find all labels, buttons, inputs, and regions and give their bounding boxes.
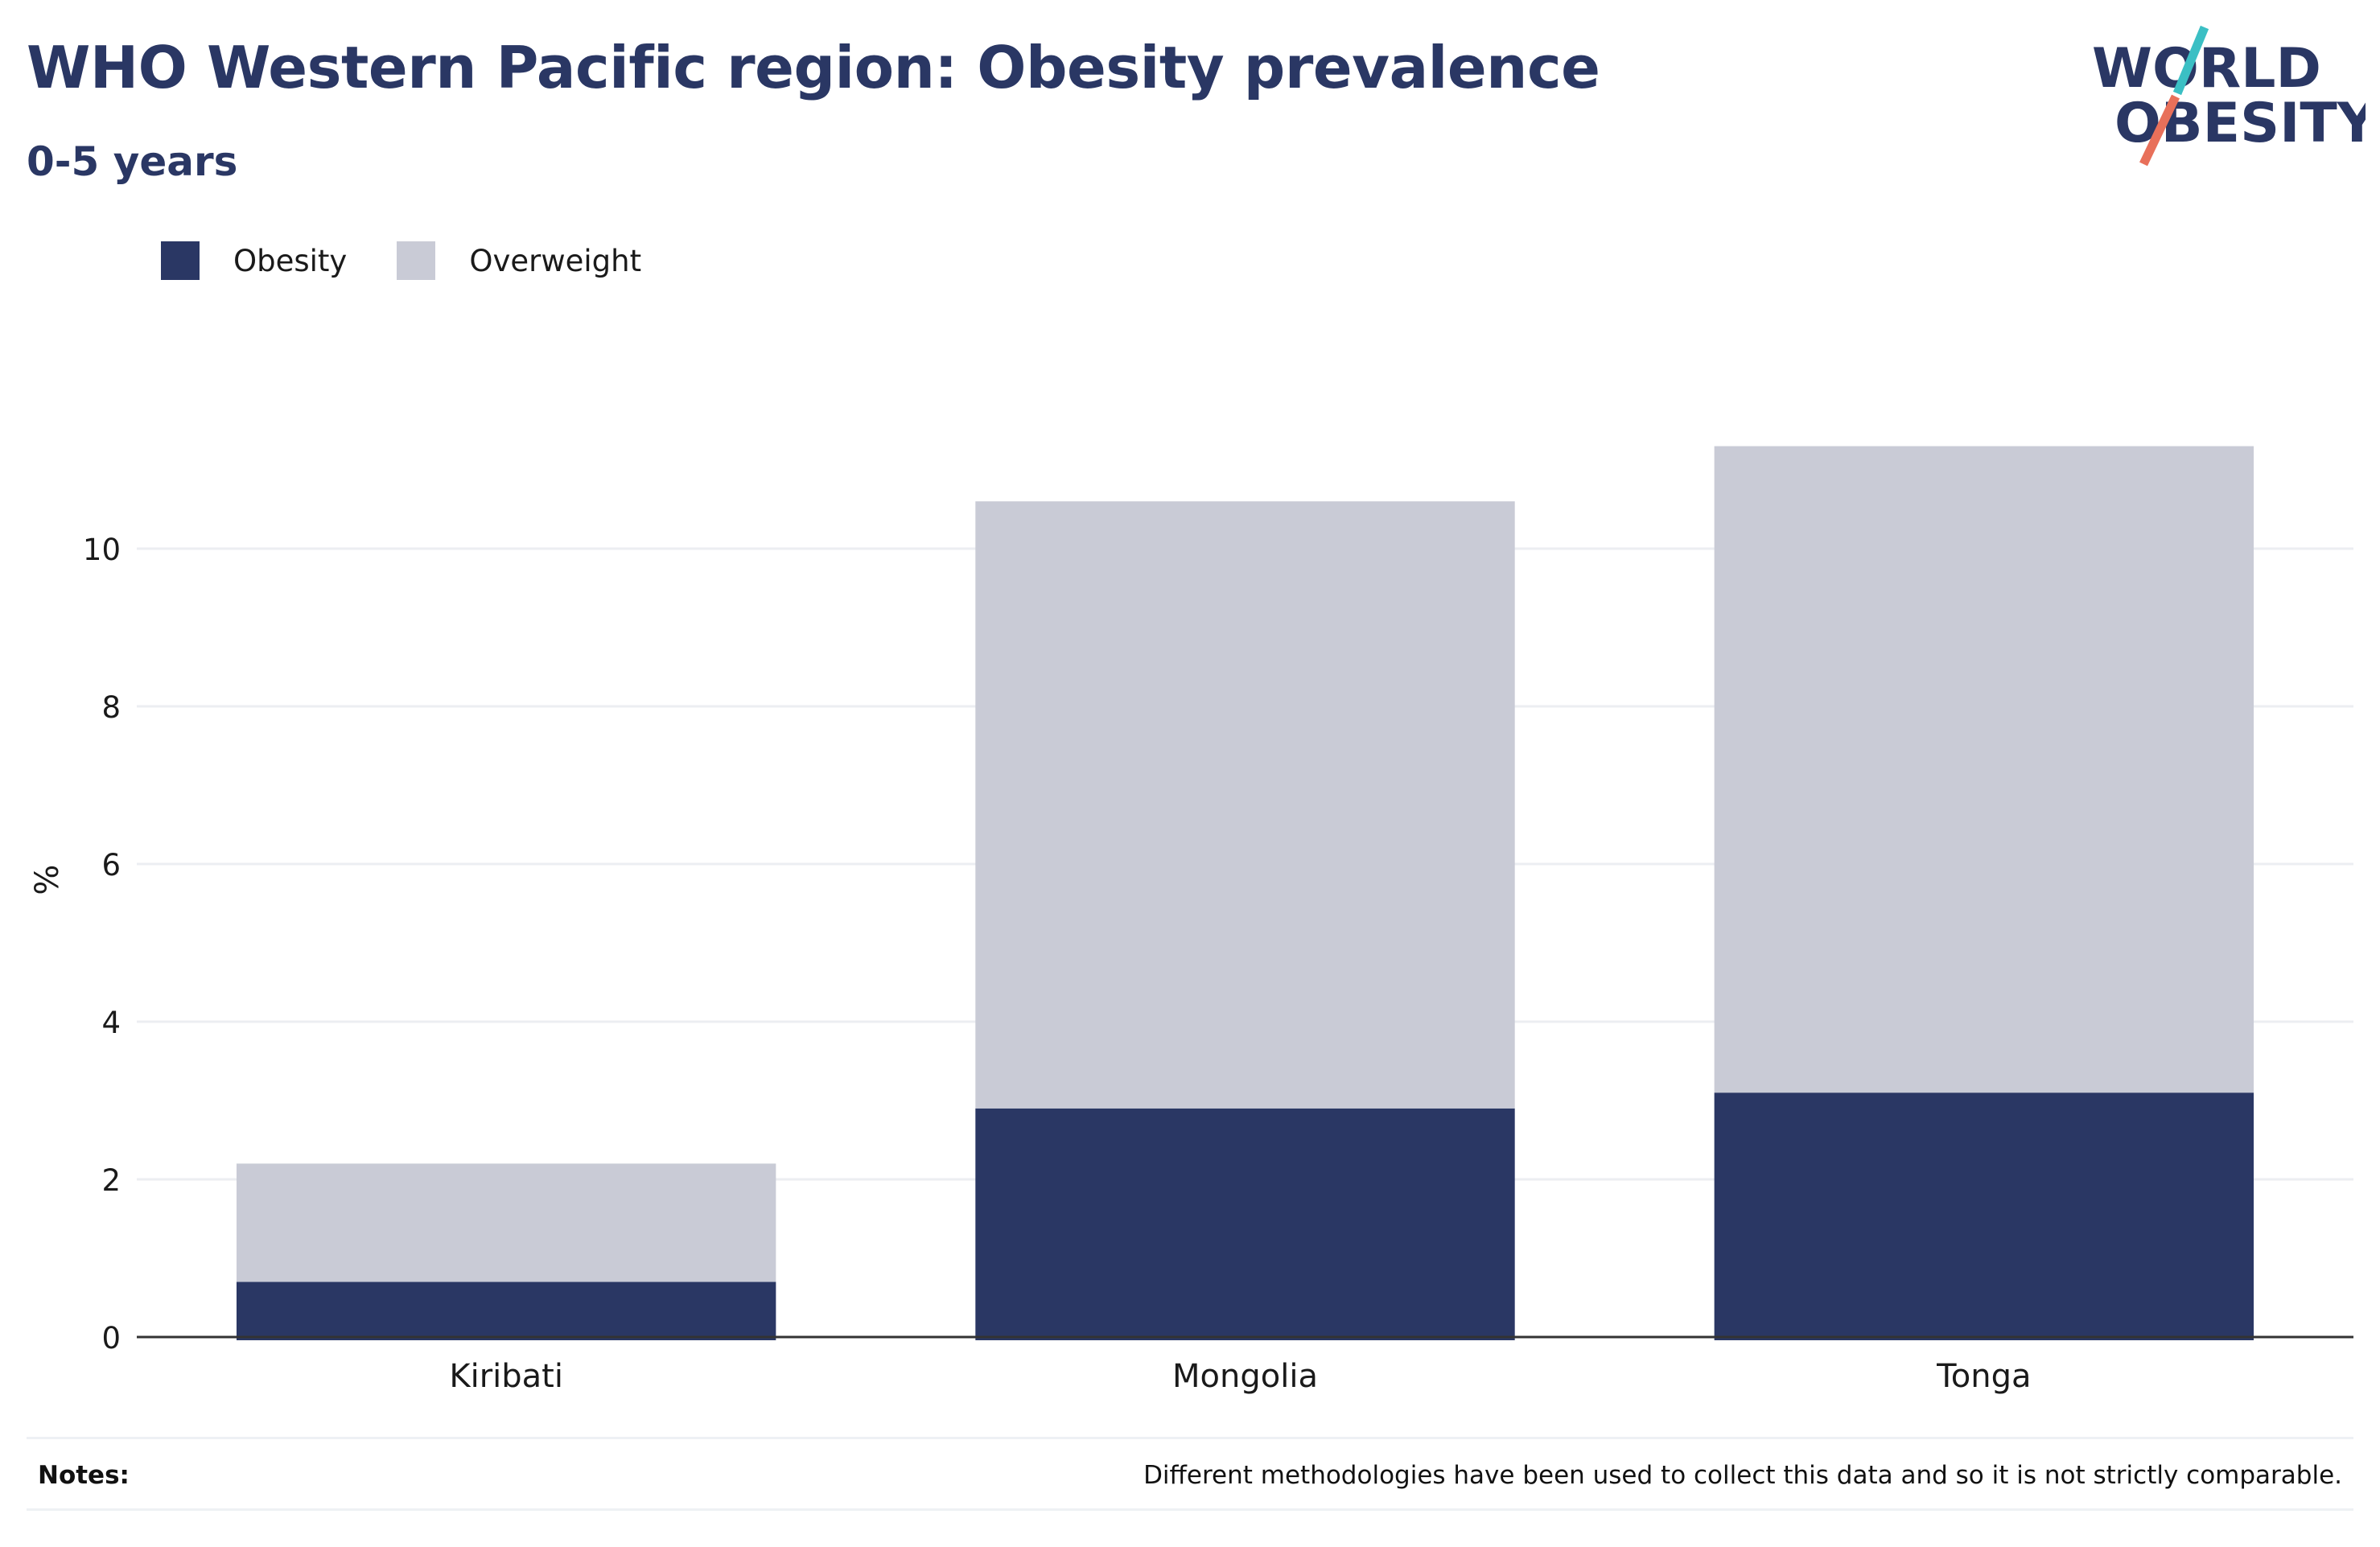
world-obesity-logo: WORLD OBESITY — [2092, 25, 2366, 167]
y-tick-label: 2 — [101, 1163, 121, 1198]
legend-swatch-obesity — [161, 241, 200, 280]
legend-label-obesity: Obesity — [233, 243, 348, 278]
bar-chart: 0 2 4 6 8 10% Kiribati Mongolia Tonga — [29, 446, 2353, 1395]
notes-bar: Notes: Different methodologies have been… — [27, 1437, 2353, 1511]
x-tick-label: Tonga — [1936, 1358, 2031, 1395]
legend-label-overweight: Overweight — [469, 243, 642, 278]
bar-obesity-mongolia — [975, 1108, 1515, 1340]
y-tick-label: 8 — [101, 690, 121, 725]
bar-overweight-tonga — [1714, 446, 2254, 1093]
legend-swatch-overweight — [397, 241, 436, 280]
x-tick-label: Mongolia — [1172, 1358, 1318, 1395]
x-tick-label: Kiribati — [449, 1358, 563, 1395]
notes-label: Notes: — [38, 1461, 130, 1490]
y-tick-label: 0 — [101, 1321, 121, 1356]
bar-obesity-kiribati — [236, 1282, 776, 1340]
notes-text: Different methodologies have been used t… — [1143, 1461, 2342, 1490]
y-tick-label: 4 — [101, 1006, 121, 1040]
y-tick-label: 6 — [101, 848, 121, 883]
bar-overweight-kiribati — [236, 1163, 776, 1282]
legend-item-obesity[interactable]: Obesity — [161, 241, 347, 280]
legend-item-overweight[interactable]: Overweight — [397, 241, 641, 280]
chart-title: WHO Western Pacific region: Obesity prev… — [27, 34, 1600, 101]
bar-overweight-mongolia — [975, 501, 1515, 1109]
chart-subtitle: 0-5 years — [27, 138, 238, 185]
logo-slash-bottom — [2139, 94, 2180, 167]
chart-legend: Obesity Overweight — [161, 240, 691, 282]
logo-slash-top — [2172, 25, 2209, 96]
y-axis-label: % — [29, 865, 66, 895]
y-tick-label: 10 — [83, 533, 121, 567]
bar-obesity-tonga — [1714, 1092, 2254, 1340]
logo-line-1: WORLD — [2092, 37, 2321, 101]
